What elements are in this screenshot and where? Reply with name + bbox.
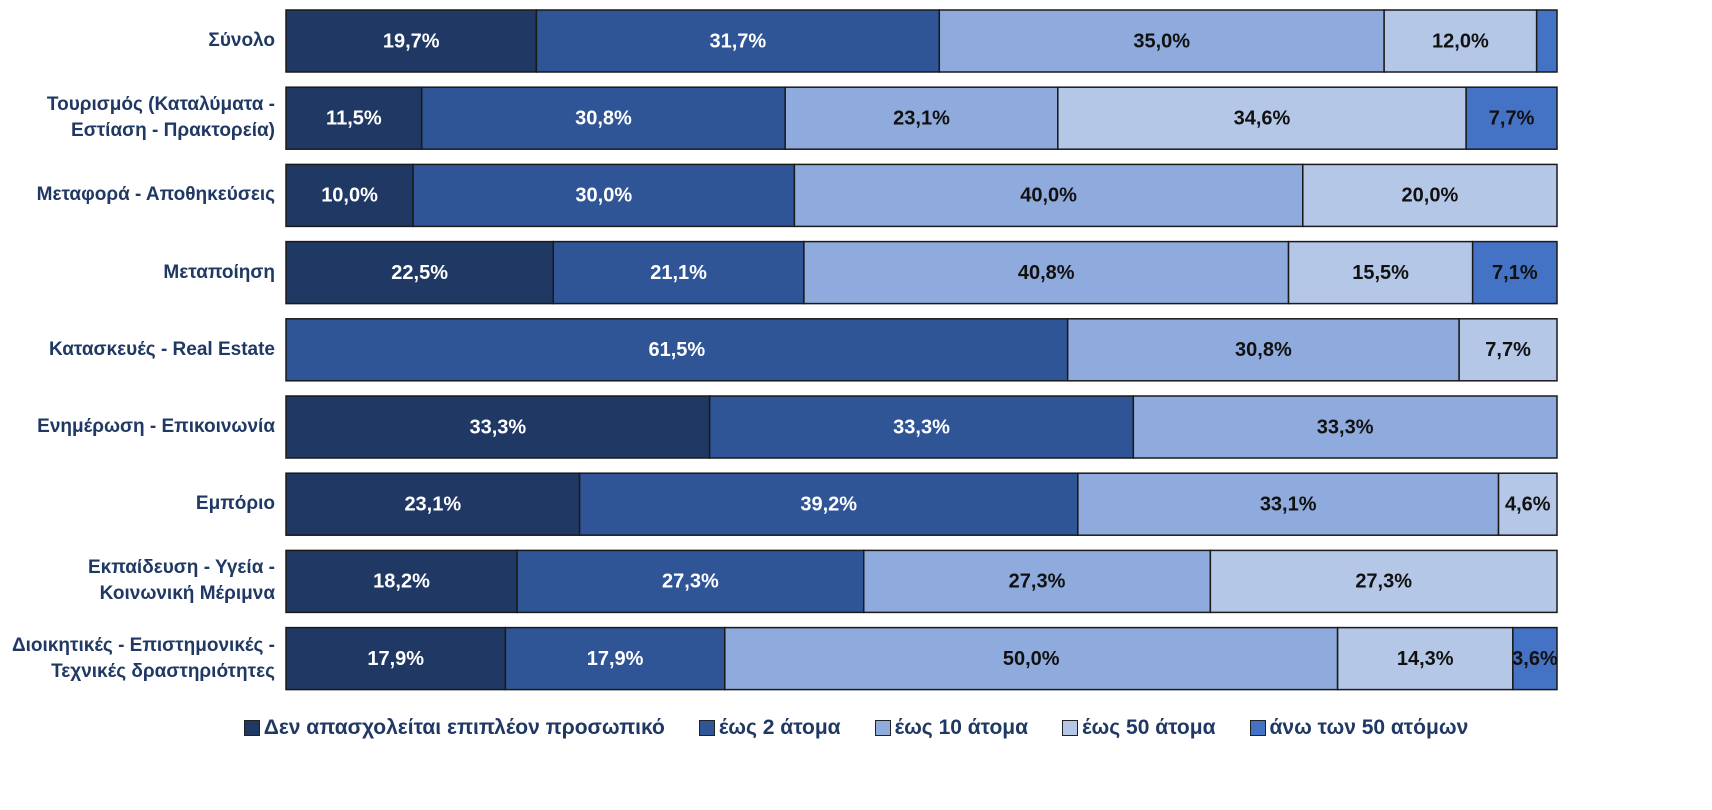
legend-swatch bbox=[874, 720, 891, 736]
bar-segment bbox=[938, 9, 1385, 73]
bar-segment bbox=[1287, 240, 1474, 305]
data-label: 17,9% bbox=[587, 648, 644, 670]
bar-segment bbox=[412, 163, 796, 228]
category-label: Εκπαίδευση - Υγεία - Κοινωνική Μέριμνα bbox=[87, 557, 275, 605]
bar-segment bbox=[1465, 86, 1558, 150]
data-label: 21,1% bbox=[650, 262, 707, 284]
data-label: 27,3% bbox=[662, 571, 719, 593]
data-label: 40,0% bbox=[1020, 185, 1077, 207]
bar-segment bbox=[285, 240, 555, 305]
data-label: 50,0% bbox=[1003, 648, 1060, 670]
data-label: 35,0% bbox=[1133, 30, 1190, 52]
data-label: 30,8% bbox=[1235, 339, 1292, 361]
legend-swatch bbox=[1249, 720, 1266, 736]
legend-item: έως 2 άτομα bbox=[698, 716, 841, 740]
data-label: 61,5% bbox=[648, 339, 705, 361]
legend-text: άνω των 50 ατόμων bbox=[1269, 716, 1469, 739]
bar-segment bbox=[1497, 472, 1558, 536]
legend-item: έως 50 άτομα bbox=[1062, 716, 1216, 740]
data-label: 7,1% bbox=[1492, 262, 1538, 284]
legend-item: έως 10 άτομα bbox=[874, 716, 1029, 740]
legend-swatch bbox=[243, 720, 260, 736]
category-label: Μεταποίηση bbox=[163, 261, 275, 283]
bar-segment bbox=[1057, 86, 1467, 150]
data-label: 27,3% bbox=[1355, 571, 1412, 593]
bar-segment bbox=[1512, 626, 1558, 691]
data-label: 14,3% bbox=[1397, 648, 1454, 670]
data-label: 33,3% bbox=[1317, 416, 1374, 438]
data-label: 33,3% bbox=[469, 416, 526, 438]
data-label: 17,9% bbox=[367, 648, 424, 670]
data-label: 33,1% bbox=[1260, 493, 1317, 515]
bar-segment bbox=[516, 549, 865, 614]
bar-segment bbox=[552, 240, 805, 305]
category-label: Κατασκευές - Real Estate bbox=[48, 338, 275, 360]
data-label: 23,1% bbox=[404, 493, 461, 515]
bar-segment bbox=[1132, 395, 1558, 459]
data-label: 15,5% bbox=[1352, 262, 1409, 284]
bar-segment bbox=[1066, 318, 1460, 382]
category-label: Εμπόριο bbox=[195, 493, 275, 515]
data-label: 23,1% bbox=[893, 107, 950, 129]
category-label: Σύνολο bbox=[208, 30, 275, 51]
data-label: 4,6% bbox=[1505, 493, 1551, 515]
data-label: 33,3% bbox=[893, 416, 950, 438]
data-label: 22,5% bbox=[391, 262, 448, 284]
bar-segment bbox=[285, 549, 518, 614]
legend-text: έως 50 άτομα bbox=[1082, 716, 1216, 739]
data-label: 34,6% bbox=[1234, 107, 1291, 129]
data-label: 31,7% bbox=[709, 30, 766, 52]
legend-text: Δεν απασχολείται επιπλέον προσωπικό bbox=[263, 716, 665, 739]
data-label: 3,6% bbox=[1512, 648, 1558, 670]
legend: Δεν απασχολείται επιπλέον προσωπικό έως 2… bbox=[0, 716, 1712, 740]
data-label: 12,0% bbox=[1432, 30, 1489, 52]
legend-swatch bbox=[698, 720, 715, 736]
bar-segment bbox=[784, 86, 1059, 150]
bar-segment bbox=[285, 626, 507, 691]
bar-segment bbox=[724, 626, 1339, 691]
data-label: 20,0% bbox=[1402, 185, 1459, 207]
bar-segment bbox=[1302, 163, 1558, 228]
legend-text: έως 2 άτομα bbox=[718, 716, 841, 739]
category-label: Τουρισμός (Καταλύματα - Εστίαση - Πρακτο… bbox=[46, 94, 275, 142]
bar-segment bbox=[504, 626, 726, 691]
bar-segment bbox=[1535, 9, 1558, 73]
bar-segment bbox=[535, 9, 941, 73]
data-label: 27,3% bbox=[1009, 571, 1066, 593]
category-label: Διοικητικές - Επιστημονικές - Τεχνικές δ… bbox=[11, 634, 275, 682]
legend-text: έως 10 άτομα bbox=[894, 716, 1029, 739]
data-label: 7,7% bbox=[1489, 107, 1535, 129]
data-label: 30,8% bbox=[575, 107, 632, 129]
bar-segment bbox=[1336, 626, 1514, 691]
bar-segment bbox=[1077, 472, 1500, 536]
bar-segment bbox=[285, 9, 538, 73]
category-label: Ενημέρωση - Επικοινωνία bbox=[37, 416, 275, 437]
bar-segment bbox=[285, 472, 581, 536]
data-label: 40,8% bbox=[1018, 262, 1075, 284]
data-label: 11,5% bbox=[326, 107, 382, 129]
bar-segment bbox=[1209, 549, 1558, 614]
bar-segment bbox=[285, 163, 414, 228]
data-label: 7,7% bbox=[1485, 339, 1531, 361]
bar-segment bbox=[803, 240, 1290, 305]
bar-segment bbox=[1471, 240, 1558, 305]
legend-item: Δεν απασχολείται επιπλέον προσωπικό bbox=[243, 716, 665, 740]
data-label: 39,2% bbox=[800, 493, 857, 515]
legend-item: άνω των 50 ατόμων bbox=[1249, 716, 1469, 740]
legend-swatch bbox=[1062, 720, 1079, 736]
data-label: 30,0% bbox=[575, 185, 632, 207]
data-label: 18,2% bbox=[373, 571, 430, 593]
data-label: 10,0% bbox=[321, 185, 378, 207]
bar-segment bbox=[1458, 318, 1558, 382]
bar-segment bbox=[285, 318, 1069, 382]
category-label: Μεταφορά - Αποθηκεύσεις bbox=[36, 184, 275, 206]
data-label: 19,7% bbox=[383, 30, 440, 52]
